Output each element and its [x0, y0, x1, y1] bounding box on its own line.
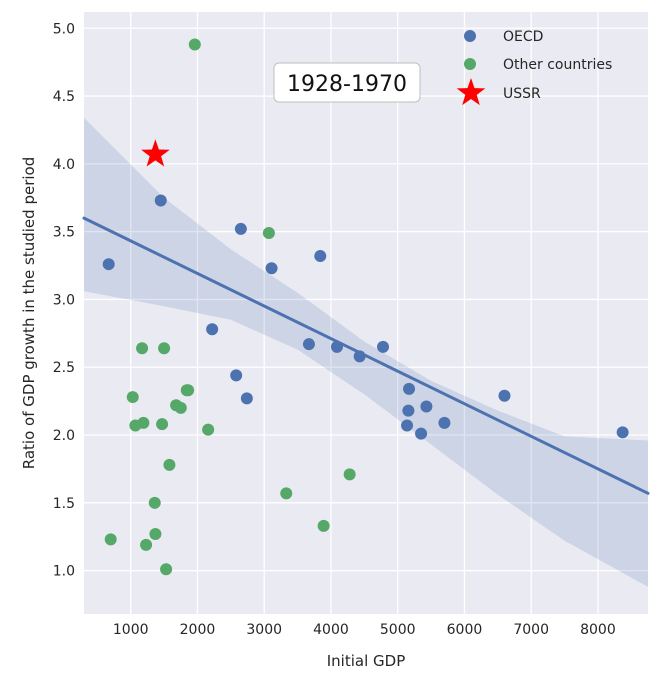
regression-line	[82, 216, 650, 495]
x-tick-label: 5000	[380, 622, 416, 638]
x-tick-label: 6000	[447, 622, 483, 638]
data-point-other-countries	[137, 416, 150, 429]
data-point-other-countries	[280, 487, 293, 500]
y-tick-label: 5.0	[53, 21, 75, 37]
data-point-oecd	[265, 262, 278, 275]
data-point-oecd	[206, 323, 219, 336]
data-point-oecd	[498, 389, 511, 402]
legend-label-oecd: OECD	[503, 29, 543, 45]
data-point-other-countries	[343, 468, 356, 481]
data-point-other-countries	[202, 423, 215, 436]
data-point-other-countries	[317, 519, 330, 532]
data-point-other-countries	[126, 391, 139, 404]
data-point-other-countries	[149, 528, 162, 541]
y-tick-label: 1.5	[53, 496, 75, 512]
data-point-oecd	[154, 194, 167, 207]
data-point-oecd	[377, 340, 390, 353]
y-tick-labels: 1.0 1.5 2.0 2.5 3.0 3.5 4.0 4.5 5.0	[53, 21, 75, 579]
data-point-other-countries	[156, 418, 169, 431]
regression-line-layer	[82, 216, 650, 495]
legend-marker-other-countries	[464, 58, 476, 70]
x-tick-labels: 1000 2000 3000 4000 5000 6000 7000 8000	[113, 622, 616, 638]
data-point-oecd	[353, 350, 366, 363]
data-point-other-countries	[163, 458, 176, 471]
annotation-text: 1928-1970	[287, 72, 407, 97]
data-point-oecd	[438, 416, 451, 429]
data-point-oecd	[240, 392, 253, 405]
data-point-ussr	[141, 139, 170, 167]
x-tick-label: 4000	[313, 622, 349, 638]
y-tick-label: 1.0	[53, 564, 75, 580]
data-point-oecd	[616, 426, 629, 439]
data-point-other-countries	[158, 342, 171, 355]
legend-label-ussr: USSR	[503, 86, 541, 102]
data-point-other-countries	[140, 538, 153, 551]
annotation-box	[273, 62, 421, 103]
data-point-oecd	[402, 404, 415, 417]
legend-marker-ussr	[456, 78, 486, 106]
data-point-oecd	[314, 250, 327, 263]
data-point-other-countries	[262, 227, 275, 240]
legend: OECD Other countries USSR	[456, 29, 612, 106]
y-tick-label: 2.5	[53, 360, 75, 376]
data-point-oecd	[302, 338, 315, 351]
data-point-oecd	[420, 400, 433, 413]
data-point-other-countries	[182, 384, 195, 397]
data-point-oecd	[102, 258, 115, 271]
x-tick-label: 1000	[113, 622, 149, 638]
x-tick-label: 7000	[513, 622, 549, 638]
data-point-other-countries	[104, 533, 117, 546]
y-tick-label: 4.5	[53, 89, 75, 105]
x-axis-label: Initial GDP	[327, 652, 406, 670]
legend-marker-oecd	[464, 30, 476, 42]
y-tick-label: 2.0	[53, 428, 75, 444]
data-point-oecd	[230, 369, 243, 382]
data-point-oecd	[330, 340, 343, 353]
data-point-other-countries	[160, 563, 173, 576]
x-tick-label: 8000	[580, 622, 616, 638]
y-tick-label: 3.0	[53, 292, 75, 308]
y-tick-label: 4.0	[53, 157, 75, 173]
x-tick-label: 3000	[246, 622, 282, 638]
period-annotation: 1928-1970	[273, 62, 421, 103]
data-point-oecd	[401, 419, 414, 432]
data-point-other-countries	[188, 38, 201, 51]
y-axis-label: Ratio of GDP growth in the studied perio…	[20, 157, 38, 469]
data-point-other-countries	[148, 496, 161, 509]
confidence-band	[84, 117, 648, 587]
data-point-oecd	[403, 382, 416, 395]
data-point-other-countries	[174, 401, 187, 414]
legend-label-other-countries: Other countries	[503, 57, 612, 73]
plot-background	[84, 12, 648, 614]
data-point-oecd	[415, 427, 428, 440]
gridlines	[84, 12, 648, 614]
data-point-oecd	[234, 222, 247, 235]
confidence-band-layer	[84, 117, 648, 587]
data-points-layer	[102, 38, 629, 576]
data-point-other-countries	[136, 342, 149, 355]
y-tick-label: 3.5	[53, 225, 75, 241]
x-tick-label: 2000	[180, 622, 216, 638]
